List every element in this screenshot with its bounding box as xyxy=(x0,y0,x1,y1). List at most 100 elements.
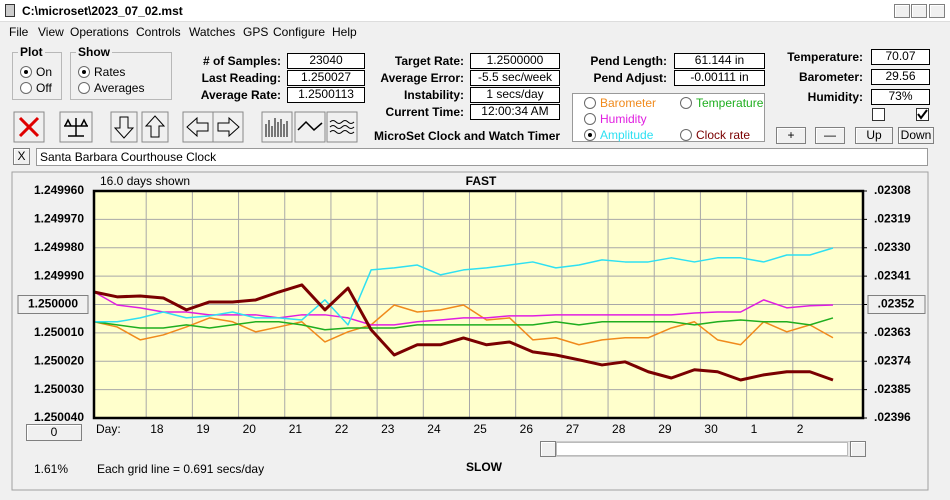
series-line xyxy=(93,304,834,346)
y2-tick-label: .02396 xyxy=(874,410,911,424)
field-label: Pend Adjust: xyxy=(593,71,667,85)
x-tick-label: 30 xyxy=(704,422,718,436)
radio[interactable] xyxy=(20,66,32,78)
radio-label: On xyxy=(36,65,53,79)
field-value: -5.5 sec/week xyxy=(470,70,560,86)
radio-label: Off xyxy=(36,81,52,95)
percent-label: 1.61% xyxy=(34,462,69,476)
clock-close-button[interactable]: X xyxy=(13,148,30,165)
up-button[interactable] xyxy=(141,111,169,143)
y2-tick-label: .02363 xyxy=(874,325,911,339)
x-tick-label: 23 xyxy=(381,422,395,436)
radio-dot xyxy=(24,70,28,74)
span-label: 16.0 days shown xyxy=(100,174,190,188)
balance-button[interactable] xyxy=(59,111,93,143)
checkbox[interactable] xyxy=(872,108,885,121)
top-label: FAST xyxy=(466,174,497,188)
clock-name-box[interactable]: Santa Barbara Courthouse Clock xyxy=(36,148,928,166)
field-value: 73% xyxy=(871,89,930,105)
radio[interactable] xyxy=(78,66,90,78)
radio[interactable] xyxy=(680,97,692,109)
radio[interactable] xyxy=(680,129,692,141)
stop-button[interactable] xyxy=(13,111,45,143)
maximize-button[interactable] xyxy=(911,4,927,18)
field-label: # of Samples: xyxy=(202,54,281,68)
y-tick-label: 1.249960 xyxy=(34,183,84,197)
scroll-left[interactable] xyxy=(540,441,556,457)
button[interactable]: Up xyxy=(855,127,893,144)
check-mark xyxy=(917,109,928,120)
field-value: 29.56 xyxy=(871,69,930,85)
radio-label: Rates xyxy=(94,65,126,79)
wave-button[interactable] xyxy=(294,111,326,143)
menu-item[interactable]: Watches xyxy=(189,25,236,39)
tick-button xyxy=(867,295,926,314)
field-value: 12:00:34 AM xyxy=(470,104,560,120)
x-tick-label: 2 xyxy=(797,422,804,436)
radio-dot xyxy=(588,133,592,137)
series-line xyxy=(94,247,834,326)
radio[interactable] xyxy=(78,82,90,94)
group-title: Show xyxy=(76,45,112,59)
y2-tick-label: .02374 xyxy=(874,353,911,367)
legend-label: Clock rate xyxy=(696,128,751,142)
menu-item[interactable]: Configure xyxy=(273,25,326,39)
group-box xyxy=(70,52,172,100)
radio[interactable] xyxy=(584,97,596,109)
minimize-button[interactable] xyxy=(894,4,910,18)
x-tick-label: 1 xyxy=(751,422,758,436)
toolbar xyxy=(13,111,358,143)
right-button[interactable] xyxy=(212,111,244,143)
y-tick-label: 1.250040 xyxy=(34,410,84,424)
menu-item[interactable]: Operations xyxy=(70,25,129,39)
menu-item[interactable]: Controls xyxy=(136,25,181,39)
app-icon xyxy=(5,4,15,17)
field-value: -0.00111 in xyxy=(674,70,765,86)
x-tick-label: 24 xyxy=(427,422,441,436)
field-value: 70.07 xyxy=(871,49,930,65)
close-window-button[interactable] xyxy=(929,4,945,18)
x-tick-label: 22 xyxy=(335,422,349,436)
y-tick-label: 1.249990 xyxy=(34,268,84,282)
radio[interactable] xyxy=(584,113,596,125)
menu-item[interactable]: Help xyxy=(332,25,357,39)
y2-tick-label: .02385 xyxy=(874,382,911,396)
noise-button[interactable] xyxy=(326,111,358,143)
scroll-right[interactable] xyxy=(850,441,866,457)
app-title: MicroSet Clock and Watch Timer xyxy=(374,129,561,143)
offset-button[interactable]: 0 xyxy=(26,424,82,441)
y2-tick-label: .02330 xyxy=(874,240,911,254)
x-tick-label: 21 xyxy=(289,422,303,436)
menu-item[interactable]: View xyxy=(38,25,64,39)
series-line xyxy=(93,317,834,331)
y-tick-label: 1.250030 xyxy=(34,382,84,396)
y2-tick-label: .02341 xyxy=(874,268,911,282)
bars-button[interactable] xyxy=(261,111,293,143)
left-button[interactable] xyxy=(182,111,214,143)
field-label: Pend Length: xyxy=(590,54,667,68)
field-value: 23040 xyxy=(287,53,365,69)
field-label: Current Time: xyxy=(385,105,464,119)
field-label: Barometer: xyxy=(798,70,863,84)
y-tick-label: 1.249980 xyxy=(34,240,84,254)
x-tick-label: 29 xyxy=(658,422,672,436)
radio[interactable] xyxy=(20,82,32,94)
grid-note: Each grid line = 0.691 secs/day xyxy=(97,462,265,476)
button[interactable]: — xyxy=(815,127,845,144)
down-button[interactable] xyxy=(110,111,138,143)
menu-item[interactable]: GPS xyxy=(243,25,269,39)
field-label: Temperature: xyxy=(787,50,863,64)
button[interactable]: Down xyxy=(898,127,934,144)
x-tick-label: 25 xyxy=(473,422,487,436)
tick-button xyxy=(17,295,89,314)
x-tick-label: 18 xyxy=(150,422,164,436)
button[interactable]: + xyxy=(776,127,806,144)
y-tick-label: 1.250020 xyxy=(34,353,84,367)
menu-item[interactable]: File xyxy=(9,25,29,39)
x-tick-label: 26 xyxy=(520,422,534,436)
field-label: Instability: xyxy=(403,88,464,102)
y2-tick-label: .02352 xyxy=(878,297,915,311)
scrollbar-thumb[interactable] xyxy=(556,442,848,456)
radio[interactable] xyxy=(584,129,596,141)
radio-label: Averages xyxy=(94,81,145,95)
